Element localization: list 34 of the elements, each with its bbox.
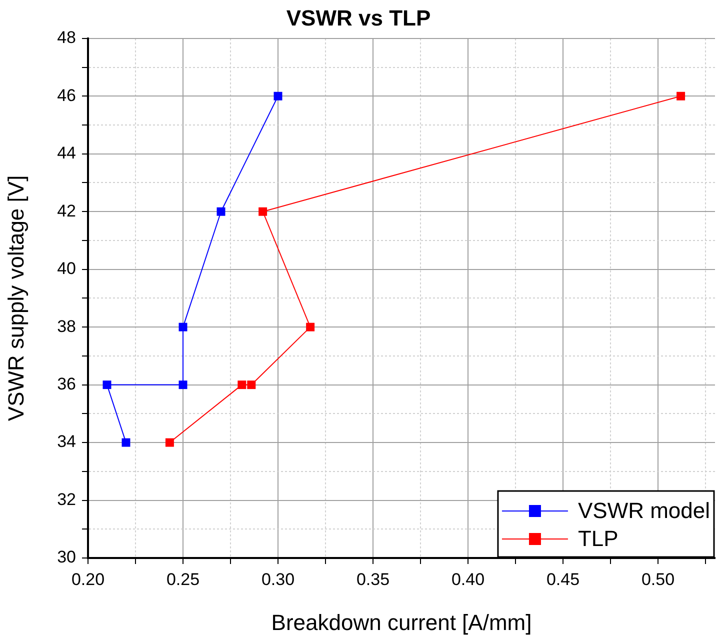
point bbox=[178, 322, 188, 332]
chart-title: VSWR vs TLP bbox=[286, 5, 431, 30]
y-tick-label: 38 bbox=[57, 316, 76, 336]
legend-label: TLP bbox=[578, 526, 618, 552]
point bbox=[258, 207, 268, 216]
point bbox=[178, 380, 188, 390]
y-tick-label: 32 bbox=[57, 490, 76, 509]
x-tick-label: 0.25 bbox=[166, 570, 200, 589]
point bbox=[238, 380, 246, 390]
x-axis-title: Breakdown current [A/mm] bbox=[271, 610, 532, 635]
point bbox=[247, 380, 256, 390]
x-tick-label: 0.45 bbox=[546, 570, 580, 589]
point bbox=[102, 380, 112, 390]
y-tick-label: 44 bbox=[57, 144, 76, 163]
point bbox=[306, 322, 315, 332]
x-tick-label: 0.30 bbox=[261, 570, 295, 589]
point bbox=[122, 438, 130, 447]
point bbox=[165, 438, 174, 447]
point bbox=[676, 92, 686, 100]
x-tick-label: 0.40 bbox=[451, 570, 485, 589]
x-tick-label: 0.50 bbox=[641, 570, 675, 589]
y-tick-label: 42 bbox=[57, 201, 76, 220]
x-tick-label: 0.20 bbox=[71, 570, 105, 589]
legend-label: VSWR model bbox=[578, 498, 710, 524]
x-tick-label: 0.35 bbox=[356, 570, 390, 589]
y-tick-label: 34 bbox=[57, 432, 76, 452]
y-tick-label: 46 bbox=[57, 86, 76, 105]
point bbox=[274, 92, 282, 100]
y-tick-label: 30 bbox=[57, 548, 76, 567]
y-axis-title: VSWR supply voltage [V] bbox=[3, 175, 28, 422]
y-tick-label: 40 bbox=[57, 259, 76, 278]
y-tick-label: 48 bbox=[57, 28, 76, 48]
point bbox=[216, 207, 226, 216]
y-tick-label: 36 bbox=[57, 374, 76, 394]
